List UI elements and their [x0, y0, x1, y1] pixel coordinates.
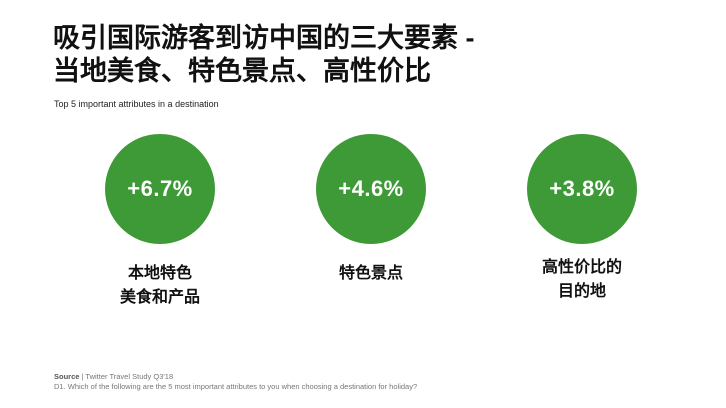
survey-question: D1. Which of the following are the 5 mos…: [54, 382, 418, 391]
stat-circle: +4.6%: [316, 134, 426, 244]
source-text: | Twitter Travel Study Q3'18: [81, 372, 174, 381]
stat-label: 高性价比的 目的地: [542, 256, 622, 304]
stat-label-line: 高性价比的: [541, 259, 622, 276]
stat-circle: +3.8%: [527, 134, 637, 244]
stat-label: 特色景点: [339, 262, 403, 286]
stat-value: +4.6%: [338, 176, 404, 201]
stat-value-for-money: +3.8% 高性价比的 目的地: [472, 134, 692, 304]
title-line-1: 吸引国际游客到访中国的三大要素 -: [53, 23, 475, 53]
source-footnote: Source | Twitter Travel Study Q3'18 D1. …: [54, 372, 417, 392]
stat-local-food: +6.7% 本地特色 美食和产品: [50, 134, 270, 310]
stat-attractions: +4.6% 特色景点: [261, 134, 481, 286]
stat-label-line: 美食和产品: [119, 289, 200, 306]
stat-label-line: 目的地: [557, 283, 606, 300]
stat-value: +6.7%: [127, 176, 193, 201]
stat-value: +3.8%: [549, 176, 615, 201]
stat-label-line: 特色景点: [338, 265, 403, 282]
slide-title: 吸引国际游客到访中国的三大要素 - 当地美食、特色景点、高性价比: [53, 22, 693, 88]
stat-circle: +6.7%: [105, 134, 215, 244]
slide-subtitle: Top 5 important attributes in a destinat…: [54, 99, 219, 109]
source-key: Source: [54, 372, 80, 381]
title-line-2: 当地美食、特色景点、高性价比: [53, 56, 431, 86]
stat-label: 本地特色 美食和产品: [120, 262, 200, 310]
stat-label-line: 本地特色: [127, 265, 192, 282]
